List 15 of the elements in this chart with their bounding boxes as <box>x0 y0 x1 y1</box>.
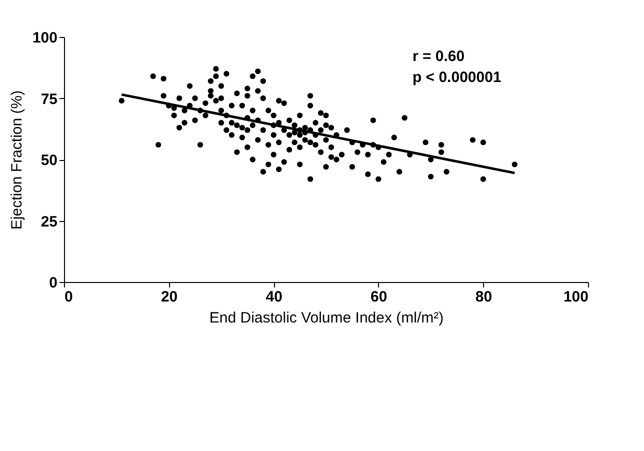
x-axis-title: End Diastolic Volume Index (ml/m²) <box>209 310 444 326</box>
y-tick-label: 25 <box>40 213 58 230</box>
x-tick-label: 60 <box>370 288 388 306</box>
x-tick-label: 20 <box>160 288 178 306</box>
x-tick-label: 100 <box>563 288 588 306</box>
y-axis-title: Ejection Fraction (%) <box>8 90 26 230</box>
y-tick-label: 75 <box>40 90 58 108</box>
annotation: r = 0.60 <box>412 48 465 65</box>
y-tick-label: 0 <box>49 274 58 292</box>
y-tick-label: 100 <box>32 30 58 46</box>
x-tick-label: 40 <box>266 288 282 306</box>
x-tick-label: 80 <box>475 288 492 306</box>
x-tick-label: 0 <box>64 288 73 306</box>
annotation: p < 0.000001 <box>412 69 502 86</box>
y-tick-label: 50 <box>40 152 58 169</box>
